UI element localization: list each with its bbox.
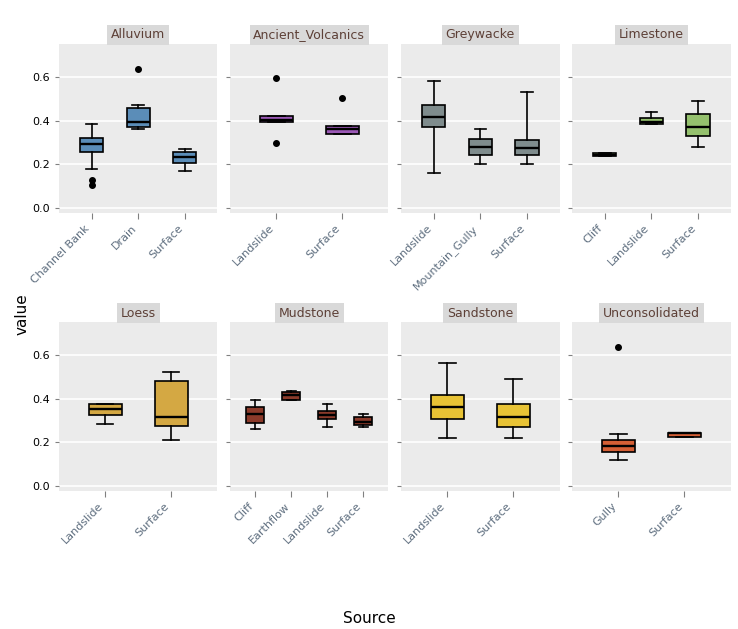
Title: Alluvium: Alluvium xyxy=(111,28,165,42)
PathPatch shape xyxy=(668,433,701,437)
PathPatch shape xyxy=(325,126,359,134)
PathPatch shape xyxy=(173,152,196,164)
Title: Ancient_Volcanics: Ancient_Volcanics xyxy=(253,28,365,42)
PathPatch shape xyxy=(155,381,187,426)
PathPatch shape xyxy=(422,105,446,127)
Title: Unconsolidated: Unconsolidated xyxy=(603,306,700,320)
PathPatch shape xyxy=(431,396,464,420)
PathPatch shape xyxy=(515,140,539,155)
PathPatch shape xyxy=(127,108,150,127)
PathPatch shape xyxy=(593,153,616,155)
PathPatch shape xyxy=(89,404,122,415)
PathPatch shape xyxy=(497,404,530,427)
PathPatch shape xyxy=(469,139,492,155)
PathPatch shape xyxy=(640,118,663,124)
Title: Greywacke: Greywacke xyxy=(446,28,515,42)
Title: Loess: Loess xyxy=(121,306,156,320)
Text: value: value xyxy=(15,294,30,335)
Title: Sandstone: Sandstone xyxy=(447,306,514,320)
Title: Limestone: Limestone xyxy=(619,28,684,42)
PathPatch shape xyxy=(318,411,337,420)
PathPatch shape xyxy=(602,440,635,452)
PathPatch shape xyxy=(260,116,293,122)
PathPatch shape xyxy=(80,138,103,152)
Text: Source: Source xyxy=(342,611,396,626)
PathPatch shape xyxy=(686,114,710,136)
PathPatch shape xyxy=(283,392,300,400)
Title: Mudstone: Mudstone xyxy=(279,306,340,320)
PathPatch shape xyxy=(246,408,264,423)
PathPatch shape xyxy=(354,417,372,425)
